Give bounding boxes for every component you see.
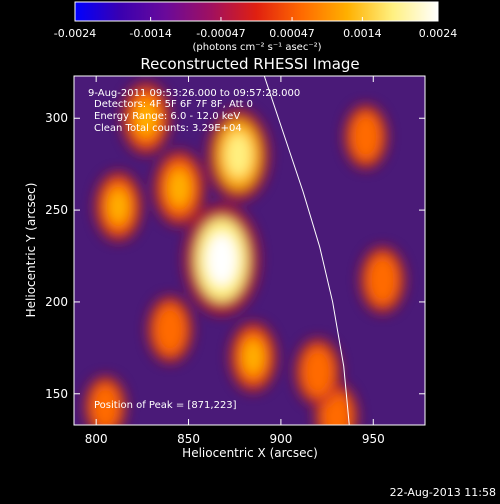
source-core (308, 355, 328, 388)
plot-title: Reconstructed RHESSI Image (140, 55, 359, 73)
peak-position-label: Position of Peak = [871,223] (94, 400, 237, 411)
y-tick-label: 200 (45, 295, 68, 309)
colorbar: -0.0024 -0.0014 -0.00047 0.00047 0.0014 0.002… (54, 1, 457, 53)
colorbar-ticks: -0.0024 -0.0014 -0.00047 0.00047 0.0014 0.002… (54, 17, 457, 40)
x-axis-label: Heliocentric X (arcsec) (182, 446, 318, 460)
colorbar-tick-label: -0.00047 (196, 27, 245, 40)
x-axis-ticks: 800 850 900 950 (85, 76, 385, 446)
info-clean-counts: Clean Total counts: 3.29E+04 (94, 123, 242, 134)
info-time-range: 9-Aug-2011 09:53:26.000 to 09:57:28.000 (88, 88, 300, 99)
observation-info: 9-Aug-2011 09:53:26.000 to 09:57:28.000 … (88, 88, 300, 134)
x-tick-label: 950 (362, 432, 385, 446)
colorbar-tick-label: -0.0024 (54, 27, 96, 40)
info-energy-range: Energy Range: 6.0 - 12.0 keV (94, 111, 240, 122)
solar-limb-line (263, 76, 350, 425)
x-tick-label: 800 (85, 432, 108, 446)
source-core (327, 400, 346, 425)
source-core (243, 340, 264, 374)
source-core (356, 121, 375, 153)
source-core (160, 313, 180, 346)
source-core (206, 233, 238, 287)
heatmap (74, 76, 425, 425)
x-tick-label: 900 (269, 432, 292, 446)
info-detectors: Detectors: 4F 5F 6F 7F 8F, Att 0 (94, 99, 253, 110)
x-tick-label: 850 (177, 432, 200, 446)
colorbar-tick-label: 0.0014 (343, 27, 382, 40)
colorbar-tick-label: 0.0024 (419, 27, 458, 40)
y-tick-label: 250 (45, 203, 68, 217)
y-tick-label: 300 (45, 111, 68, 125)
y-tick-label: 150 (45, 387, 68, 401)
source-core (108, 189, 129, 224)
y-axis-label: Heliocentric Y (arcsec) (24, 183, 38, 318)
source-core (135, 100, 157, 136)
source-core (96, 391, 115, 422)
source-core (373, 263, 392, 297)
footer-date: 22-Aug-2013 11:58 (390, 486, 496, 499)
source-core (168, 169, 190, 207)
colorbar-gradient (74, 1, 439, 22)
colorbar-tick-label: 0.00047 (269, 27, 315, 40)
colorbar-unit-label: (photons cm⁻² s⁻¹ asec⁻²) (192, 42, 321, 53)
y-axis-ticks: 150 200 250 300 (45, 111, 425, 401)
heatmap-sources (84, 81, 406, 425)
colorbar-tick-label: -0.0014 (129, 27, 171, 40)
source-core (225, 132, 252, 178)
plot-frame (73, 75, 426, 426)
